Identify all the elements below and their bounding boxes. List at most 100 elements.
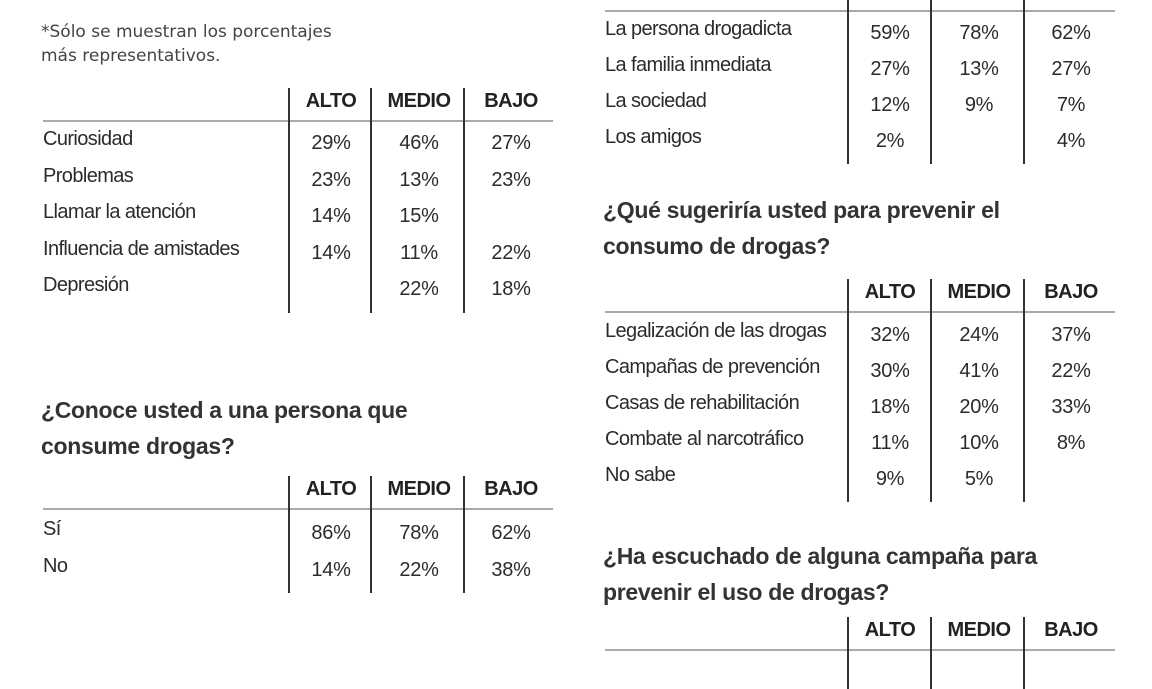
column-header: BAJO — [1044, 281, 1098, 303]
cell-value: 29% — [311, 132, 351, 154]
cell-value: 30% — [870, 360, 910, 382]
header-rule — [605, 10, 1115, 12]
cell-value: 23% — [311, 168, 351, 191]
footnote-line: más representativos. — [41, 46, 221, 66]
cell-value: 5% — [964, 468, 994, 490]
cell-value: 7% — [1056, 94, 1086, 116]
column-divider — [930, 279, 932, 502]
row-label: Influencia de amistades — [43, 237, 240, 260]
column-divider — [847, 0, 849, 164]
cell-value: 41% — [959, 360, 999, 382]
column-divider — [847, 617, 849, 689]
column-header: ALTO — [864, 619, 916, 641]
cell-value: 22% — [491, 241, 531, 264]
cell-value: 9% — [964, 94, 994, 116]
row-label: No sabe — [605, 464, 676, 486]
column-header: MEDIO — [387, 90, 451, 112]
question-title: prevenir el uso de drogas? — [603, 579, 890, 605]
column-divider — [847, 279, 849, 502]
column-divider — [463, 476, 465, 593]
cell-value: 2% — [875, 130, 905, 152]
column-divider — [1023, 0, 1025, 164]
cell-value: 4% — [1056, 130, 1086, 152]
question-title: consume drogas? — [41, 433, 235, 459]
column-divider — [930, 0, 932, 164]
cell-value: 18% — [491, 278, 531, 300]
cell-value: 38% — [491, 558, 531, 581]
column-divider — [930, 617, 932, 689]
column-header: ALTO — [305, 90, 357, 112]
question-title: consumo de drogas? — [603, 233, 831, 259]
column-header: ALTO — [864, 281, 916, 303]
column-header: BAJO — [484, 90, 538, 112]
cell-value: 15% — [399, 205, 439, 227]
cell-value: 18% — [870, 396, 910, 418]
cell-value: 20% — [959, 396, 999, 418]
column-header: MEDIO — [933, 0, 1025, 3]
row-label: La familia inmediata — [605, 54, 771, 76]
cell-value: 46% — [399, 132, 439, 154]
cell-value: 62% — [1051, 22, 1091, 44]
row-label: Combate al narcotráfico — [605, 428, 804, 450]
cell-value: 11% — [871, 432, 909, 454]
row-label: Problemas — [43, 164, 134, 187]
row-label: Depresión — [43, 274, 129, 296]
column-divider — [463, 88, 465, 313]
column-divider — [288, 476, 290, 593]
cell-value: 14% — [311, 241, 351, 264]
row-label: Los amigos — [605, 126, 702, 148]
cell-value: 59% — [870, 22, 910, 44]
cell-value: 10% — [959, 432, 999, 454]
column-header: MEDIO — [387, 478, 451, 500]
cell-value: 62% — [491, 522, 531, 544]
column-header: ALTO — [850, 0, 930, 3]
header-rule — [605, 649, 1115, 651]
cell-value: 24% — [959, 324, 999, 346]
column-header: BAJO — [1026, 0, 1116, 3]
cell-value: 27% — [1051, 58, 1091, 80]
question-title: ¿Qué sugeriría usted para prevenir el — [603, 197, 1000, 223]
row-label: Sí — [43, 518, 61, 540]
cell-value: 14% — [311, 205, 351, 227]
cell-value: 22% — [399, 558, 439, 581]
column-header: BAJO — [484, 478, 538, 500]
cell-value: 78% — [959, 22, 999, 44]
cell-value: 27% — [870, 58, 910, 80]
row-label: Curiosidad — [43, 128, 133, 150]
column-divider — [370, 476, 372, 593]
row-label: Casas de rehabilitación — [605, 392, 800, 414]
column-divider — [370, 88, 372, 313]
cell-value: 13% — [399, 168, 439, 191]
column-divider — [288, 88, 290, 313]
row-label: Campañas de prevención — [605, 356, 820, 378]
cell-value: 9% — [875, 468, 905, 490]
cell-value: 13% — [959, 58, 999, 80]
row-label: No — [43, 554, 68, 577]
row-label: Legalización de las drogas — [605, 320, 827, 342]
cell-value: 33% — [1051, 396, 1091, 418]
cell-value: 8% — [1056, 432, 1086, 454]
question-title: ¿Conoce usted a una persona que — [41, 397, 408, 423]
row-label: Llamar la atención — [43, 201, 196, 223]
column-header: ALTO — [305, 478, 357, 500]
cell-value: 86% — [311, 522, 351, 544]
cell-value: 11% — [400, 241, 438, 264]
cell-value: 23% — [491, 168, 531, 191]
column-header: MEDIO — [947, 281, 1011, 303]
footnote: *Sólo se muestran los porcentajes más re… — [41, 20, 332, 68]
column-header: MEDIO — [947, 619, 1011, 641]
cell-value: 22% — [399, 278, 439, 300]
cell-value: 22% — [1051, 360, 1091, 382]
header-rule — [605, 311, 1115, 313]
header-rule — [43, 508, 553, 510]
row-label: La sociedad — [605, 90, 707, 112]
cell-value: 78% — [399, 522, 439, 544]
footnote-line: *Sólo se muestran los porcentajes — [41, 22, 332, 42]
column-header: BAJO — [1044, 619, 1098, 641]
cell-value: 37% — [1051, 324, 1091, 346]
cell-value: 32% — [870, 324, 910, 346]
cell-value: 27% — [491, 132, 531, 154]
header-rule — [43, 120, 553, 122]
question-title: ¿Ha escuchado de alguna campaña para — [603, 543, 1038, 569]
cell-value: 14% — [311, 558, 351, 581]
